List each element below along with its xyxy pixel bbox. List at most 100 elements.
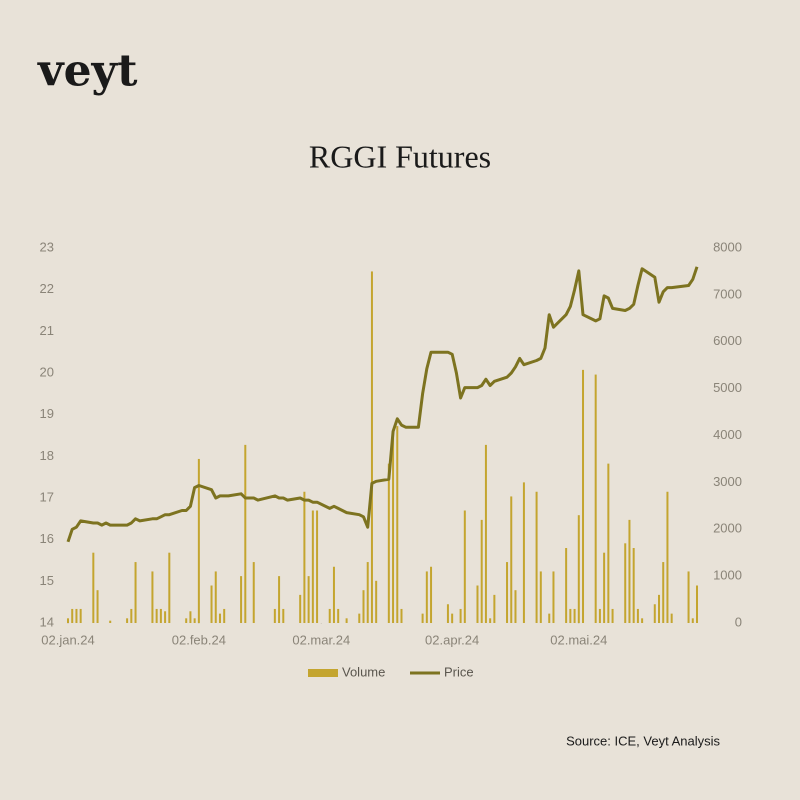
x-tick-label: 02.jan.24: [41, 632, 95, 647]
volume-bar: [493, 594, 496, 623]
y-tick-label: 16: [40, 531, 54, 546]
y2-tick-label: 4000: [713, 427, 742, 442]
price-line: [66, 266, 699, 543]
volume-bar: [134, 562, 137, 623]
volume-bar: [624, 543, 627, 623]
volume-bar: [96, 590, 99, 623]
volume-bar: [611, 608, 614, 623]
volume-bar: [653, 604, 656, 623]
volume-bar: [628, 519, 631, 623]
volume-bar: [489, 618, 492, 623]
volume-bar: [598, 608, 601, 623]
volume-bar: [189, 611, 192, 623]
volume-bar: [168, 552, 171, 623]
volume-bar: [328, 608, 331, 623]
volume-bar: [687, 571, 690, 623]
x-tick-label: 02.mai.24: [550, 632, 607, 647]
volume-bar: [514, 590, 517, 623]
volume-bar: [632, 548, 635, 623]
volume-bar: [273, 608, 276, 623]
y-tick-label: 14: [40, 614, 54, 629]
volume-bar: [303, 491, 306, 623]
volume-bar: [79, 608, 82, 623]
volume-bar: [463, 510, 466, 623]
volume-bar: [535, 491, 538, 623]
x-tick-label: 02.apr.24: [425, 632, 479, 647]
volume-bar: [307, 576, 310, 623]
volume-bar: [565, 548, 568, 623]
y2-tick-label: 7000: [713, 286, 742, 301]
volume-bar: [155, 608, 158, 623]
chart-title: RGGI Futures: [309, 138, 491, 174]
volume-bar: [337, 608, 340, 623]
volume-bar: [282, 608, 285, 623]
volume-bar: [126, 618, 129, 623]
legend-swatch: [308, 669, 338, 677]
volume-bar: [311, 510, 314, 623]
volume-bar: [67, 618, 69, 623]
volume-bar: [92, 552, 95, 623]
volume-bar: [594, 374, 597, 623]
volume-bar: [696, 585, 698, 623]
volume-bar: [164, 611, 167, 623]
volume-bar: [421, 613, 424, 623]
x-tick-label: 02.feb.24: [172, 632, 226, 647]
y2-tick-label: 8000: [713, 239, 742, 254]
volume-bar: [396, 426, 399, 623]
volume-bar: [366, 562, 369, 623]
volume-bar: [506, 562, 509, 623]
volume-bar: [193, 618, 196, 623]
y-tick-label: 23: [40, 239, 54, 254]
volume-bar: [358, 613, 361, 623]
volume-bar: [392, 430, 395, 623]
volume-bar: [109, 620, 112, 623]
volume-bar: [658, 594, 661, 623]
volume-bar: [582, 369, 585, 623]
volume-bar: [607, 463, 610, 623]
volume-bar: [332, 566, 335, 623]
y-tick-label: 17: [40, 489, 54, 504]
volume-bar: [252, 562, 255, 623]
volume-bar: [425, 571, 428, 623]
volume-bar: [451, 613, 454, 623]
volume-bar: [484, 444, 487, 623]
y2-tick-label: 6000: [713, 333, 742, 348]
volume-bar: [159, 608, 162, 623]
brand-logo: veyt: [37, 46, 138, 97]
y2-tick-label: 3000: [713, 474, 742, 489]
volume-bar: [345, 618, 348, 623]
volume-bar: [75, 608, 78, 623]
volume-bar: [244, 444, 247, 623]
volume-bar: [218, 613, 221, 623]
y-tick-label: 15: [40, 573, 54, 588]
volume-bar: [71, 608, 74, 623]
y-tick-label: 22: [40, 281, 54, 296]
y2-tick-label: 1000: [713, 568, 742, 583]
volume-bar: [510, 496, 513, 623]
volume-bar: [662, 562, 665, 623]
volume-bar: [666, 491, 669, 623]
volume-bar: [375, 580, 378, 623]
volume-bar: [210, 585, 213, 623]
y-tick-label: 21: [40, 323, 54, 338]
y2-tick-label: 0: [735, 614, 742, 629]
volume-bar: [316, 510, 319, 623]
volume-bar: [641, 618, 644, 623]
legend-label: Volume: [342, 664, 385, 679]
volume-bar: [387, 463, 390, 623]
volume-bar: [446, 604, 449, 623]
volume-bar: [197, 458, 200, 623]
volume-bar: [603, 552, 606, 623]
volume-bar: [522, 482, 525, 623]
volume-bar: [214, 571, 217, 623]
volume-bar: [299, 594, 302, 623]
volume-bar: [278, 576, 281, 623]
volume-bar: [539, 571, 542, 623]
volume-bar: [670, 613, 673, 623]
volume-bar: [240, 576, 243, 623]
volume-bar: [569, 608, 572, 623]
y2-tick-label: 5000: [713, 380, 742, 395]
x-tick-label: 02.mar.24: [292, 632, 350, 647]
volume-bar: [362, 590, 365, 623]
